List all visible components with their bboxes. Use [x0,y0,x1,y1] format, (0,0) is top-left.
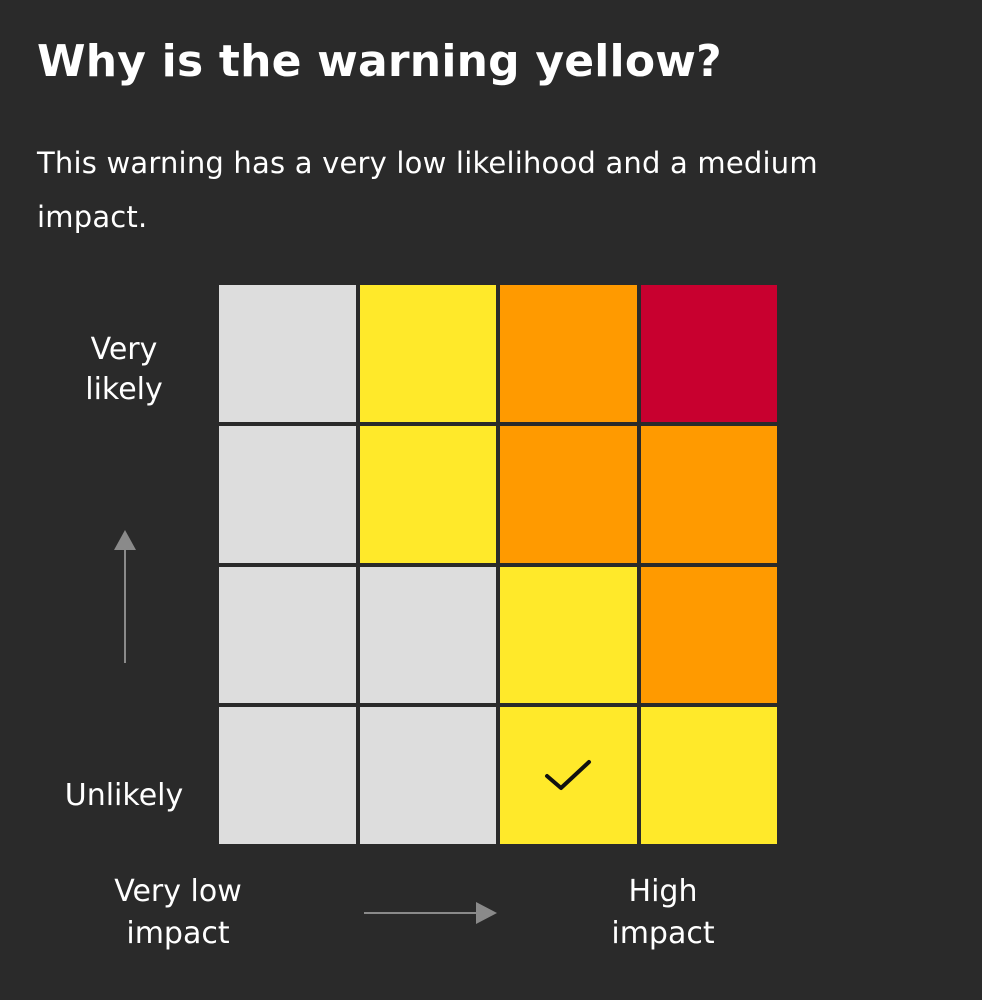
impact-arrow-head [476,902,497,924]
impact-arrow-icon [364,902,497,924]
risk-matrix [219,285,777,844]
matrix-cell-none [219,285,356,422]
matrix-cell-red [640,285,777,422]
impact-high-label: High impact [611,874,715,951]
matrix-cell-yellow [359,285,496,422]
matrix-cell-none [359,566,496,704]
matrix-cell-none [359,707,496,844]
matrix-cell-none [219,425,356,563]
matrix-cell-yellow [500,566,637,704]
matrix-cell-none [219,707,356,844]
warning-description: This warning has a very low likelihood a… [37,146,818,234]
check-icon [545,759,592,790]
matrix-cell-yellow [500,707,637,844]
likelihood-high-label: Very likely [85,332,163,407]
likelihood-arrow-head [114,530,136,550]
matrix-cell-amber [640,425,777,563]
matrix-cell-none [219,566,356,704]
matrix-cell-amber [640,566,777,704]
matrix-cell-yellow [640,707,777,844]
impact-low-label: Very low impact [114,874,242,951]
matrix-cell-amber [500,425,637,563]
matrix-cell-yellow [359,425,496,563]
page-title: Why is the warning yellow? [37,36,722,87]
likelihood-low-label: Unlikely [64,778,184,813]
likelihood-arrow-icon [114,530,136,663]
matrix-cell-amber [500,285,637,422]
